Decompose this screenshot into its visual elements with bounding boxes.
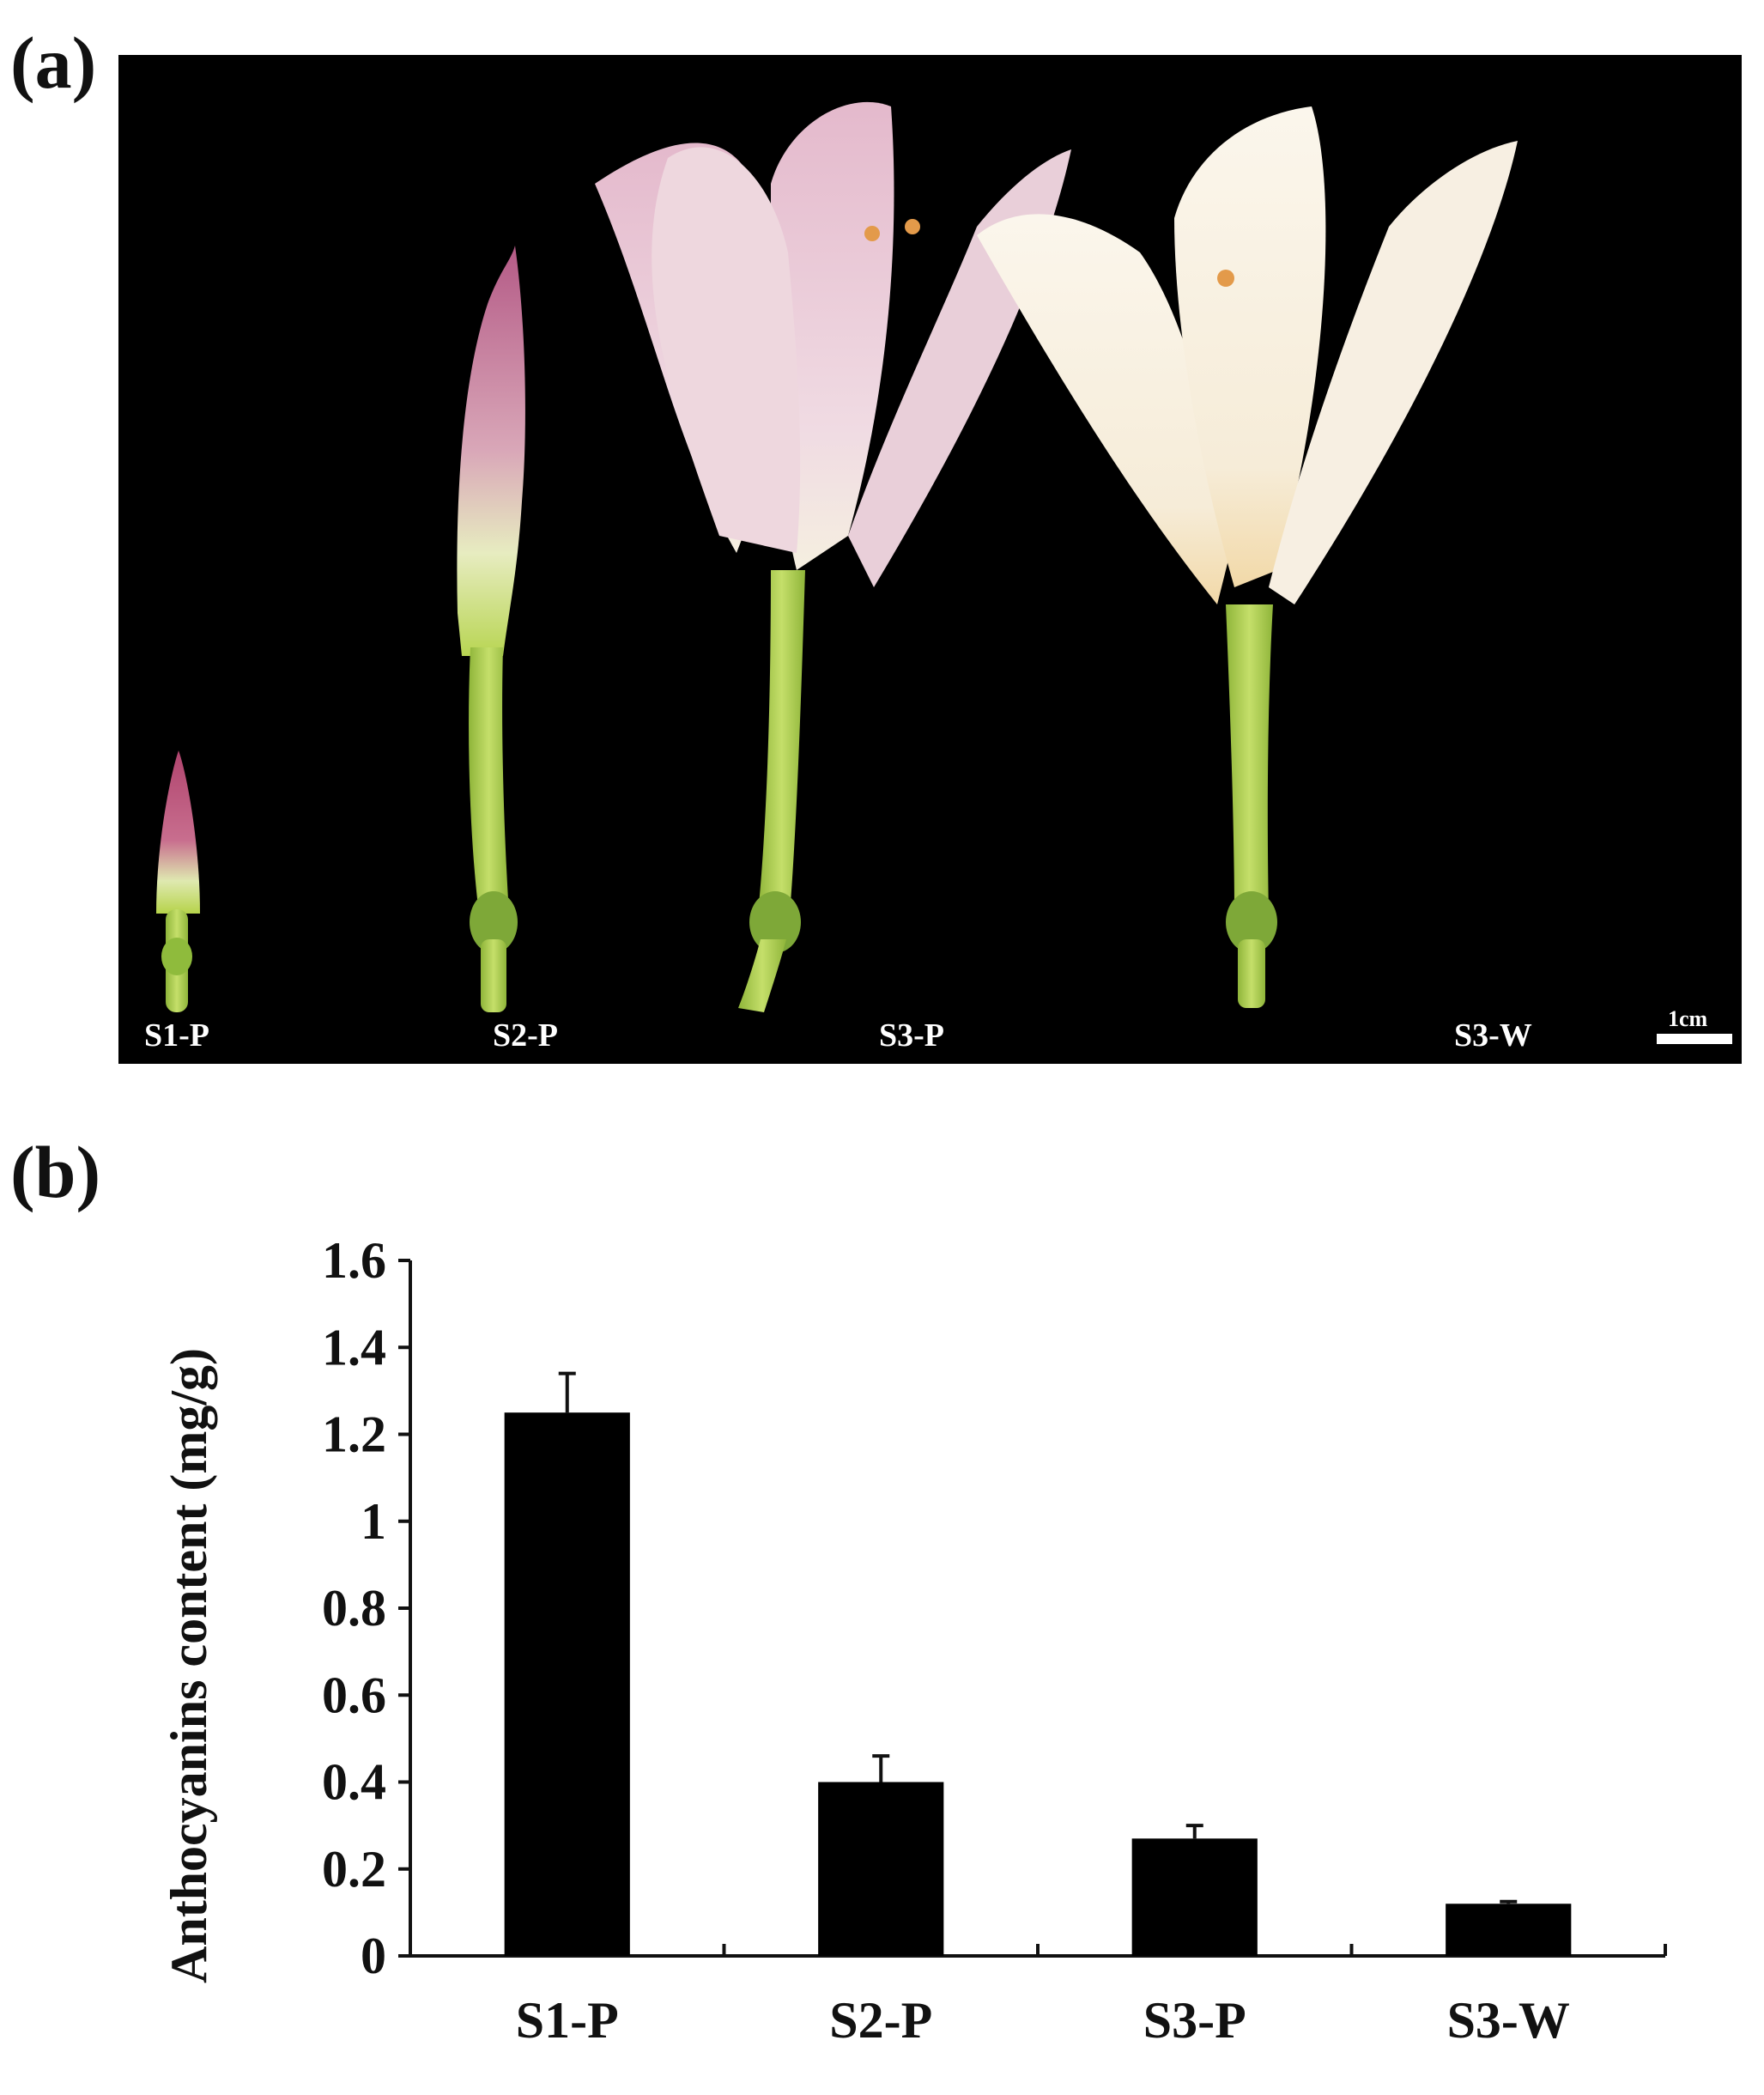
bar-s2-p — [818, 1782, 944, 1956]
y-tick-label: 0.6 — [322, 1667, 386, 1723]
y-tick-label: 1.2 — [322, 1406, 386, 1463]
flower-s2-bud — [457, 246, 525, 1012]
flower-s3-pink — [595, 101, 1071, 1012]
panel-b-label: (b) — [10, 1131, 101, 1213]
y-tick-label: 0.8 — [322, 1580, 386, 1637]
flower-photo: S1-P S2-P S3-P S3-W 1cm — [118, 55, 1742, 1064]
y-tick-label: 1.4 — [322, 1319, 386, 1375]
x-tick-label: S2-P — [829, 1992, 932, 2049]
stage-label-s3-w: S3-W — [1454, 1017, 1532, 1054]
stage-label-s3-p: S3-P — [879, 1017, 944, 1054]
y-axis-title: Anthocyanins content (mg/g) — [161, 1348, 217, 1983]
y-tick-label: 1.6 — [322, 1232, 386, 1289]
y-tick-label: 1 — [361, 1493, 386, 1550]
anthocyanins-bar-chart: 0 0.2 0.4 0.6 0.8 1 1.2 1.4 1.6 S1-P S2-P S3-P S3-W… — [0, 1116, 1764, 2095]
scale-bar-label: 1cm — [1668, 1006, 1708, 1031]
panel-a-label: (a) — [10, 21, 97, 104]
scale-bar — [1657, 1034, 1732, 1044]
bar-s1-p — [504, 1412, 630, 1956]
bar-s3-p — [1131, 1838, 1258, 1956]
y-tick-label: 0 — [361, 1928, 386, 1984]
stage-label-s2-p: S2-P — [493, 1017, 558, 1054]
flower-illustration — [156, 101, 1518, 1012]
stage-label-s1-p: S1-P — [144, 1017, 209, 1054]
y-tick-label: 0.2 — [322, 1841, 386, 1898]
x-tick-label: S1-P — [516, 1992, 619, 2049]
flower-s3-white — [977, 106, 1518, 1008]
x-tick-label: S3-P — [1143, 1992, 1246, 2049]
bar-s3-w — [1446, 1904, 1572, 1956]
chart-svg: 0 0.2 0.4 0.6 0.8 1 1.2 1.4 1.6 S1-P S2-P S3-P S3-W… — [161, 1232, 1667, 2049]
y-tick-label: 0.4 — [322, 1754, 386, 1811]
flower-s1-bud — [156, 750, 200, 1012]
x-tick-label: S3-W — [1447, 1992, 1570, 2049]
